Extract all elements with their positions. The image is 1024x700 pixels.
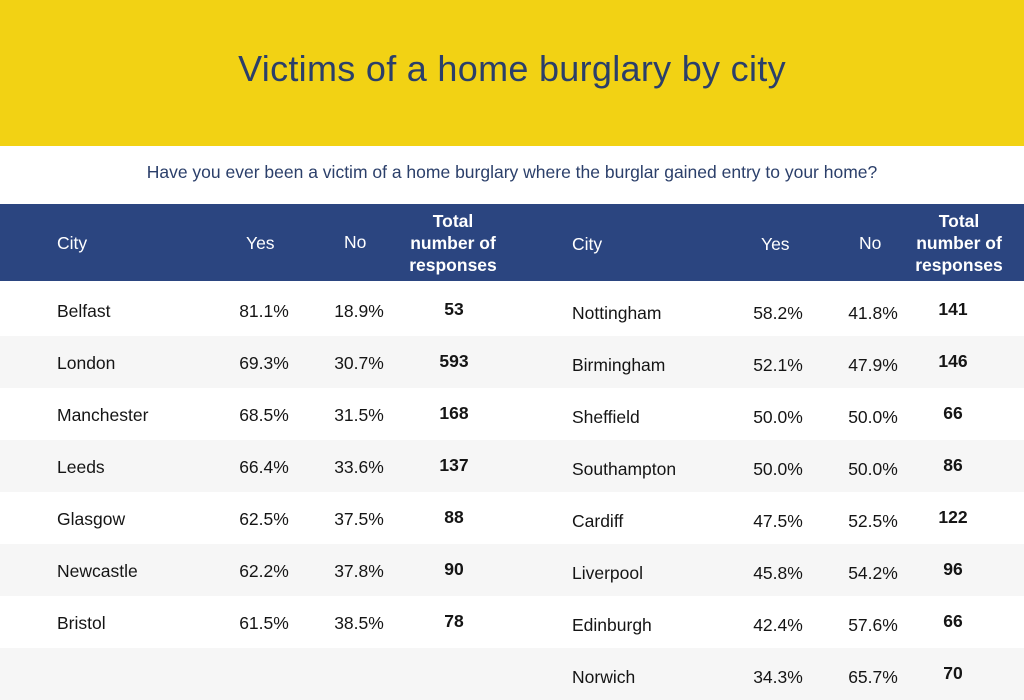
left-city-cell: Manchester bbox=[57, 405, 149, 425]
table-row-band bbox=[0, 284, 1024, 336]
left-yes-cell: 81.1% bbox=[239, 301, 289, 321]
left-yes-cell: 61.5% bbox=[239, 613, 289, 633]
right-total-cell: 122 bbox=[938, 507, 968, 527]
left-total-cell: 90 bbox=[444, 559, 464, 579]
left-city-cell: Leeds bbox=[57, 457, 105, 477]
chart-title: Victims of a home burglary by city bbox=[238, 48, 786, 89]
left-total-cell: 137 bbox=[439, 455, 469, 475]
title-banner bbox=[0, 0, 1024, 146]
left-yes-cell: 69.3% bbox=[239, 353, 289, 373]
header-no-right: No bbox=[859, 233, 882, 253]
right-total-cell: 96 bbox=[943, 559, 963, 579]
header-total-line: number of bbox=[916, 233, 1002, 253]
table-row-band bbox=[0, 544, 1024, 596]
header-yes-right: Yes bbox=[761, 234, 790, 254]
table-row-band bbox=[0, 648, 1024, 700]
header-yes-left: Yes bbox=[246, 233, 275, 253]
right-city-cell: Edinburgh bbox=[572, 615, 652, 635]
right-yes-cell: 50.0% bbox=[753, 407, 803, 427]
left-city-cell: London bbox=[57, 353, 116, 373]
table-row-band bbox=[0, 440, 1024, 492]
left-yes-cell: 66.4% bbox=[239, 457, 289, 477]
right-yes-cell: 42.4% bbox=[753, 615, 803, 635]
header-total-line: responses bbox=[915, 255, 1003, 275]
right-city-cell: Norwich bbox=[572, 667, 636, 687]
left-no-cell: 37.5% bbox=[334, 509, 384, 529]
right-yes-cell: 58.2% bbox=[753, 303, 803, 323]
table-row-band bbox=[0, 596, 1024, 648]
right-city-cell: Cardiff bbox=[572, 511, 624, 531]
header-total-line: Total bbox=[938, 211, 980, 231]
header-total-left: Total number of responses bbox=[398, 210, 508, 276]
right-city-cell: Birmingham bbox=[572, 355, 666, 375]
right-city-cell: Liverpool bbox=[572, 563, 644, 583]
right-total-cell: 141 bbox=[938, 299, 968, 319]
header-city-left: City bbox=[57, 233, 88, 253]
left-city-cell: Bristol bbox=[57, 613, 106, 633]
left-total-cell: 53 bbox=[444, 299, 464, 319]
left-yes-cell: 62.2% bbox=[239, 561, 289, 581]
header-total-right: Total number of responses bbox=[904, 210, 1014, 276]
left-no-cell: 18.9% bbox=[334, 301, 384, 321]
header-total-line: Total bbox=[432, 211, 474, 231]
left-total-cell: 78 bbox=[444, 611, 464, 631]
left-total-cell: 88 bbox=[444, 507, 464, 527]
header-total-line: number of bbox=[410, 233, 496, 253]
right-yes-cell: 45.8% bbox=[753, 563, 803, 583]
chart-subtitle: Have you ever been a victim of a home bu… bbox=[146, 162, 878, 182]
header-no-left: No bbox=[344, 232, 367, 252]
right-yes-cell: 34.3% bbox=[753, 667, 803, 687]
right-city-cell: Sheffield bbox=[572, 407, 640, 427]
right-no-cell: 50.0% bbox=[848, 407, 898, 427]
right-yes-cell: 47.5% bbox=[753, 511, 803, 531]
right-no-cell: 47.9% bbox=[848, 355, 898, 375]
left-no-cell: 31.5% bbox=[334, 405, 384, 425]
right-total-cell: 146 bbox=[938, 351, 968, 371]
left-total-cell: 593 bbox=[439, 351, 469, 371]
left-city-cell: Belfast bbox=[57, 301, 111, 321]
left-yes-cell: 62.5% bbox=[239, 509, 289, 529]
left-city-cell: Newcastle bbox=[57, 561, 138, 581]
header-total-line: responses bbox=[409, 255, 497, 275]
right-city-cell: Southampton bbox=[572, 459, 677, 479]
left-yes-cell: 68.5% bbox=[239, 405, 289, 425]
right-no-cell: 50.0% bbox=[848, 459, 898, 479]
left-no-cell: 33.6% bbox=[334, 457, 384, 477]
right-no-cell: 57.6% bbox=[848, 615, 898, 635]
table-row-band bbox=[0, 492, 1024, 544]
right-no-cell: 52.5% bbox=[848, 511, 898, 531]
right-yes-cell: 50.0% bbox=[753, 459, 803, 479]
header-city-right: City bbox=[572, 234, 603, 254]
right-city-cell: Nottingham bbox=[572, 303, 662, 323]
left-no-cell: 38.5% bbox=[334, 613, 384, 633]
table-header: City Yes No Total number of responses Ci… bbox=[0, 204, 1024, 281]
left-no-cell: 30.7% bbox=[334, 353, 384, 373]
left-no-cell: 37.8% bbox=[334, 561, 384, 581]
left-total-cell: 168 bbox=[439, 403, 469, 423]
right-no-cell: 41.8% bbox=[848, 303, 898, 323]
right-total-cell: 70 bbox=[943, 663, 963, 683]
right-total-cell: 66 bbox=[943, 611, 963, 631]
table-row-band bbox=[0, 336, 1024, 388]
right-total-cell: 66 bbox=[943, 403, 963, 423]
right-no-cell: 65.7% bbox=[848, 667, 898, 687]
table-row-band bbox=[0, 388, 1024, 440]
left-city-cell: Glasgow bbox=[57, 509, 126, 529]
right-total-cell: 86 bbox=[943, 455, 963, 475]
right-yes-cell: 52.1% bbox=[753, 355, 803, 375]
right-no-cell: 54.2% bbox=[848, 563, 898, 583]
